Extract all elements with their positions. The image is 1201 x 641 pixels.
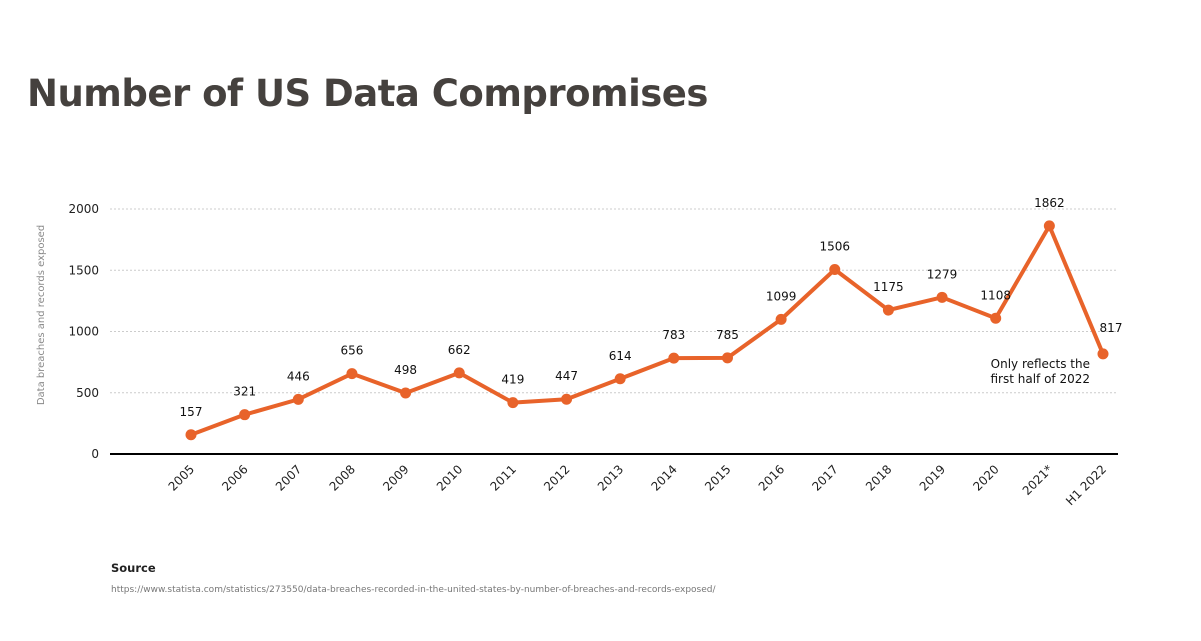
y-tick-label: 1500 (68, 263, 99, 277)
x-tick-label: 2009 (380, 462, 411, 493)
chart-title: Number of US Data Compromises (27, 72, 708, 115)
data-point (829, 264, 841, 276)
annotation-text: Only reflects the (991, 357, 1090, 371)
source-label: Source (111, 561, 156, 575)
data-label: 498 (394, 363, 417, 377)
y-tick-label: 500 (76, 386, 99, 400)
data-point (507, 397, 519, 409)
y-tick-label: 2000 (68, 202, 99, 216)
data-point (936, 291, 948, 303)
data-label: 817 (1100, 321, 1123, 335)
data-point (185, 429, 197, 441)
data-point (775, 313, 787, 325)
data-label: 1506 (819, 240, 850, 254)
data-point (1097, 348, 1109, 360)
annotation-text: first half of 2022 (990, 372, 1090, 386)
data-label: 785 (716, 328, 739, 342)
data-point (882, 304, 894, 316)
y-tick-label: 1000 (68, 325, 99, 339)
data-point (721, 352, 733, 364)
data-label: 614 (609, 349, 632, 363)
x-tick-label: 2021* (1020, 462, 1056, 498)
data-point (400, 387, 412, 399)
x-tick-label: 2015 (702, 462, 733, 493)
data-point (561, 393, 573, 405)
data-label: 157 (180, 405, 203, 419)
x-tick-label: 2012 (541, 462, 572, 493)
data-label: 419 (501, 373, 524, 387)
x-tick-label: 2007 (273, 462, 304, 493)
series-line (190, 223, 1105, 437)
source-url[interactable]: https://www.statista.com/statistics/2735… (111, 585, 716, 595)
x-tick-label: 2017 (809, 462, 840, 493)
data-point (668, 352, 680, 364)
y-axis-label: Data breaches and records exposed (36, 225, 47, 405)
x-tick-label: 2020 (970, 462, 1001, 493)
data-point (1043, 220, 1055, 232)
x-tick-label: 2014 (648, 462, 679, 493)
data-label: 446 (287, 369, 310, 383)
data-label: 321 (233, 385, 256, 399)
y-tick-label: 0 (91, 447, 99, 461)
data-point (453, 367, 465, 379)
data-label: 447 (555, 369, 578, 383)
gridlines (110, 208, 1118, 394)
x-tick-label: 2019 (917, 462, 948, 493)
data-point (346, 368, 358, 380)
x-tick-label: 2018 (863, 462, 894, 493)
x-tick-label: 2005 (166, 462, 197, 493)
x-axis-ticks: 2005 2006 2007 2008 2009 2010 2011 2012 2013 2014… (166, 462, 1109, 508)
x-tick-label: 2016 (756, 462, 787, 493)
data-label: 1279 (927, 267, 958, 281)
data-label: 662 (448, 343, 471, 357)
data-point (990, 312, 1002, 324)
x-tick-label: 2011 (488, 462, 519, 493)
data-label: 1099 (766, 289, 797, 303)
data-label: 783 (662, 328, 685, 342)
data-label: 1108 (980, 288, 1011, 302)
data-label: 1862 (1034, 196, 1065, 210)
data-point (614, 373, 626, 385)
x-tick-label: 2010 (434, 462, 465, 493)
x-tick-label: 2013 (595, 462, 626, 493)
data-point (292, 393, 304, 405)
data-labels: 157 321 446 656 498 662 419 447 614 783 785 1099 150… (180, 196, 1123, 419)
x-tick-label: 2008 (327, 462, 358, 493)
data-points (185, 220, 1109, 441)
data-label: 1175 (873, 280, 904, 294)
data-label: 656 (340, 344, 363, 358)
x-tick-label: 2006 (219, 462, 250, 493)
x-tick-label: H1 2022 (1063, 462, 1109, 508)
data-point (239, 409, 251, 421)
y-axis-ticks: 0 500 1000 1500 2000 (68, 202, 99, 461)
